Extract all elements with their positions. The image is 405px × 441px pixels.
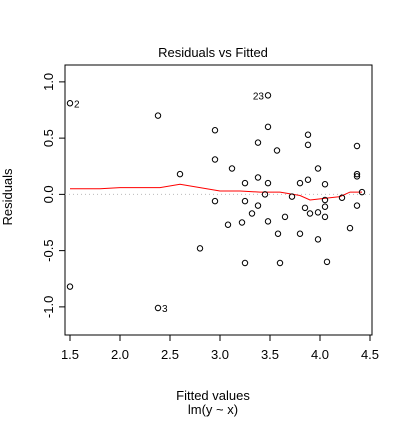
y-tick-label: 1.0 [41,73,56,91]
data-point [211,156,219,163]
data-point [264,123,272,131]
data-point [241,197,249,205]
data-point [301,204,309,212]
chart-title: Residuals vs Fitted [158,45,268,60]
point-label: 2 [74,99,80,110]
plot-area: 1.5 2.0 2.5 3.0 3.5 4.0 4.5-1.0-0.50.00.51.023… [41,64,379,362]
x-tick-label: 2.0 [111,347,129,362]
point-label: 23 [253,91,265,102]
point-label: 3 [162,304,168,315]
data-point [276,259,284,267]
data-point [264,179,272,187]
x-tick-label: 4.0 [311,347,329,362]
data-point [211,127,219,134]
data-point [66,100,74,107]
data-point [154,304,162,312]
data-point [306,210,314,217]
data-point [254,139,262,146]
data-point [353,173,361,180]
x-tick-label: 2.5 [161,347,179,362]
x-axis-label: Fitted values [176,388,250,403]
data-point [254,174,262,181]
data-point [304,131,312,138]
data-point [304,141,312,149]
data-point [338,194,346,201]
x-axis-sublabel: lm(y ~ x) [188,402,238,417]
data-point [353,142,361,150]
data-point [224,221,232,228]
y-tick-label: -1.0 [41,296,56,318]
data-point [321,213,329,221]
data-point [196,245,204,252]
data-point [261,191,269,198]
data-point [304,176,312,183]
data-point [241,259,249,267]
data-point [264,218,272,225]
data-point [296,230,304,237]
data-point [238,219,246,226]
data-point [228,165,236,172]
data-point [321,203,329,210]
data-point [321,181,329,188]
data-point [314,236,322,243]
y-tick-label: -0.5 [41,239,56,261]
data-point [254,202,262,209]
data-point [248,210,256,217]
data-point [176,170,184,178]
data-point [353,202,361,209]
x-tick-label: 1.5 [61,347,79,362]
data-point [264,92,272,99]
data-point [281,213,289,221]
data-point [288,193,296,200]
plot-frame [64,64,373,336]
data-point [346,224,354,232]
x-tick-label: 3.0 [211,347,229,362]
x-tick-label: 3.5 [261,347,279,362]
data-point [241,179,249,187]
data-point [154,112,162,119]
data-point [273,147,281,154]
smoother-line [70,183,362,201]
y-tick-label: 0.5 [41,129,56,147]
data-point [321,196,329,204]
data-point [274,230,282,237]
data-point [314,165,322,172]
data-point [314,209,322,216]
data-point [211,197,219,205]
data-point [296,179,304,187]
data-point [66,283,74,290]
data-point [323,258,331,266]
y-axis-label: Residuals [0,168,15,226]
y-tick-label: 0.0 [41,185,56,203]
x-tick-label: 4.5 [361,347,379,362]
data-point [353,170,361,178]
data-point [358,188,366,196]
